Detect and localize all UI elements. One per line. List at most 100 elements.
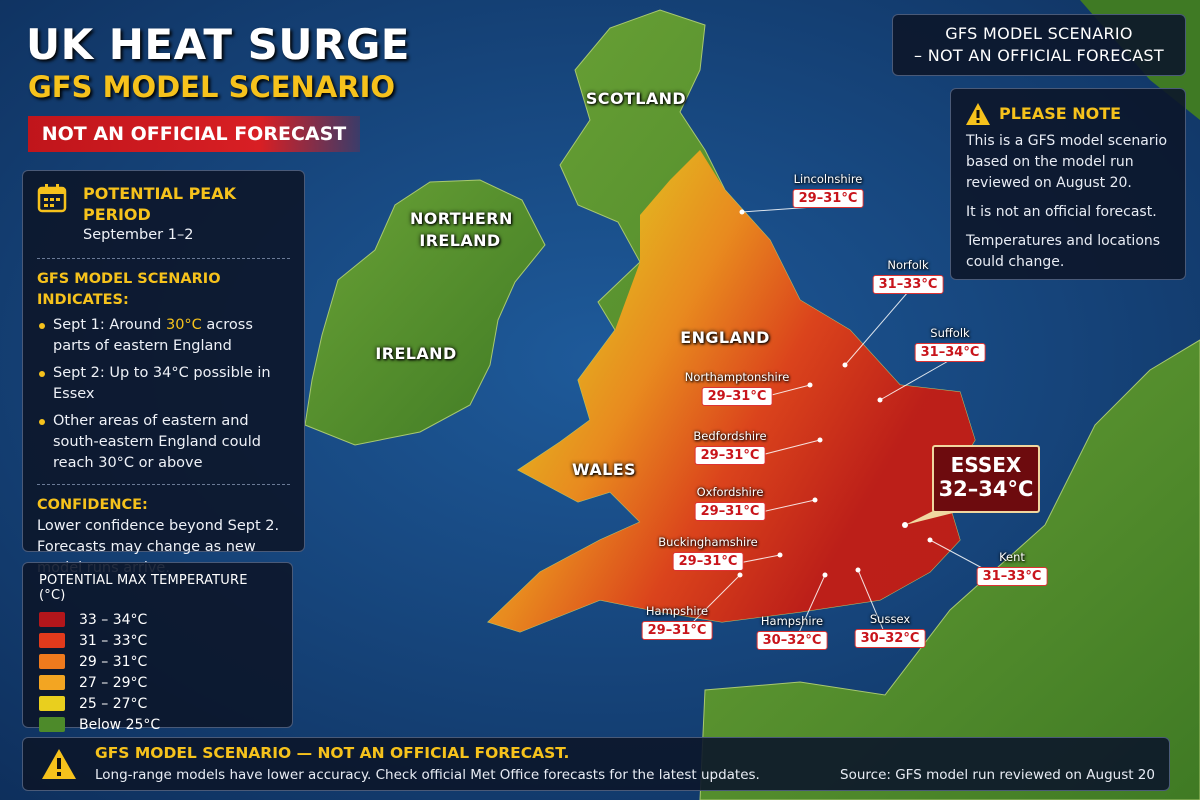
callout-name: Bedfordshire xyxy=(693,429,767,443)
essex-callout: ESSEX 32–34°C xyxy=(932,445,1040,513)
note-panel: PLEASE NOTE This is a GFS model scenario… xyxy=(950,88,1186,280)
legend-item: 29 – 31°C xyxy=(39,651,276,672)
callout-point xyxy=(927,537,933,543)
callout-range: 31–34°C xyxy=(914,343,986,362)
warning-icon xyxy=(42,749,76,779)
callout-point xyxy=(737,572,743,578)
calendar-icon xyxy=(37,184,67,213)
callout-name: Kent xyxy=(999,550,1025,564)
callout-range: 30–32°C xyxy=(854,629,926,648)
callout-point xyxy=(855,567,861,573)
essex-name: ESSEX xyxy=(950,453,1022,477)
callout-name: Oxfordshire xyxy=(696,485,764,499)
legend: POTENTIAL MAX TEMPERATURE (°C) 33 – 34°C… xyxy=(22,562,293,733)
top-notice-line: – NOT AN OFFICIAL FORECAST xyxy=(914,46,1164,65)
item-text: across parts of eastern England xyxy=(53,317,253,354)
scenario-item: Sept 1: Around 30°C across parts of east… xyxy=(37,315,290,357)
legend-item: 25 – 27°C xyxy=(39,693,276,714)
note-paragraph: This is a GFS model scenario based on th… xyxy=(966,133,1168,191)
scenario-item: Sept 2: Up to 34°C possible in Essex xyxy=(37,363,290,405)
peak-title: POTENTIAL PEAK PERIOD xyxy=(83,184,237,224)
legend-swatch xyxy=(39,612,65,627)
callout-name: Hampshire xyxy=(645,604,709,618)
legend-item: Below 25°C xyxy=(39,714,276,735)
scenario-item: Other areas of eastern and south-eastern… xyxy=(37,411,290,474)
note-title: PLEASE NOTE xyxy=(999,104,1122,123)
essex-point xyxy=(902,522,908,528)
scenario-title: GFS MODEL SCENARIO INDICATES: xyxy=(37,271,221,308)
callout-range: 30–32°C xyxy=(756,631,828,650)
callout-name: Buckinghamshire xyxy=(658,535,758,549)
legend-swatch xyxy=(39,696,65,711)
top-notice: GFS MODEL SCENARIO – NOT AN OFFICIAL FOR… xyxy=(892,14,1186,76)
callout-point xyxy=(817,437,823,443)
callout-name: Norfolk xyxy=(887,258,929,272)
legend-label: 25 – 27°C xyxy=(79,695,148,712)
callout-range: 29–31°C xyxy=(701,387,773,406)
legend-item: 27 – 29°C xyxy=(39,672,276,693)
callout-line xyxy=(844,291,909,366)
callout-name: Suffolk xyxy=(930,326,970,340)
region-label: NORTHERN IRELAND xyxy=(410,209,513,250)
legend-label: 27 – 29°C xyxy=(79,674,148,691)
item-text: Other areas of eastern and south-eastern… xyxy=(53,413,261,471)
region-label: ENGLAND xyxy=(680,328,770,347)
note-paragraph: It is not an official forecast. xyxy=(966,204,1157,220)
legend-label: Below 25°C xyxy=(79,716,161,733)
callout-range: 29–31°C xyxy=(792,189,864,208)
legend-swatch xyxy=(39,654,65,669)
confidence-title: CONFIDENCE: xyxy=(37,497,148,513)
separator xyxy=(37,258,290,259)
note-paragraph: Temperatures and locations could change. xyxy=(966,233,1161,270)
scenario-list: Sept 1: Around 30°C across parts of east… xyxy=(37,315,290,474)
highlight-text: 30°C xyxy=(165,317,202,333)
callout-point xyxy=(739,209,745,215)
footer-title: GFS MODEL SCENARIO — NOT AN OFFICIAL FOR… xyxy=(95,744,570,762)
warning-icon xyxy=(966,103,990,125)
callout-line xyxy=(879,359,951,401)
europe-land xyxy=(699,339,1200,800)
footer-source: Source: GFS model run reviewed on August… xyxy=(840,767,1155,783)
legend-item: 31 – 33°C xyxy=(39,630,276,651)
title: UK HEAT SURGE xyxy=(26,20,410,69)
separator xyxy=(37,484,290,485)
item-text: Sept 1: Around xyxy=(53,317,166,333)
region-label: IRELAND xyxy=(375,344,457,363)
item-text: Sept 2: Up to 34°C possible in Essex xyxy=(53,365,271,402)
legend-swatch xyxy=(39,633,65,648)
legend-label: 33 – 34°C xyxy=(79,611,148,628)
callout-point xyxy=(807,382,813,388)
callout-name: Northamptonshire xyxy=(684,370,790,384)
region-label: WALES xyxy=(572,460,636,479)
top-notice-line: GFS MODEL SCENARIO xyxy=(945,24,1133,43)
callout-point xyxy=(777,552,783,558)
callout-name: Sussex xyxy=(869,612,911,626)
callout-range: 31–33°C xyxy=(872,275,944,294)
callout-point xyxy=(822,572,828,578)
ireland-land xyxy=(304,179,546,446)
badge: NOT AN OFFICIAL FORECAST xyxy=(28,116,360,152)
callout-point xyxy=(842,362,848,368)
legend-label: 29 – 31°C xyxy=(79,653,148,670)
callout-range: 29–31°C xyxy=(641,621,713,640)
footer: GFS MODEL SCENARIO — NOT AN OFFICIAL FOR… xyxy=(22,737,1170,791)
callout-name: Lincolnshire xyxy=(793,172,863,186)
callout-range: 31–33°C xyxy=(976,567,1048,586)
footer-text: Long-range models have lower accuracy. C… xyxy=(95,767,760,783)
callout-point xyxy=(877,397,883,403)
legend-swatch xyxy=(39,717,65,732)
region-label: SCOTLAND xyxy=(585,89,687,108)
info-panel: POTENTIAL PEAK PERIOD September 1–2 GFS … xyxy=(22,170,305,576)
essex-range: 32–34°C xyxy=(938,477,1034,501)
legend-title: POTENTIAL MAX TEMPERATURE (°C) xyxy=(39,573,248,603)
callout-range: 29–31°C xyxy=(694,446,766,465)
callout-name: Hampshire xyxy=(760,614,824,628)
legend-label: 31 – 33°C xyxy=(79,632,148,649)
callout-range: 29–31°C xyxy=(672,552,744,571)
callout-point xyxy=(812,497,818,503)
legend-item: 33 – 34°C xyxy=(39,609,276,630)
legend-swatch xyxy=(39,675,65,690)
peak-dates: September 1–2 xyxy=(83,227,194,243)
subtitle: GFS MODEL SCENARIO xyxy=(28,70,396,104)
